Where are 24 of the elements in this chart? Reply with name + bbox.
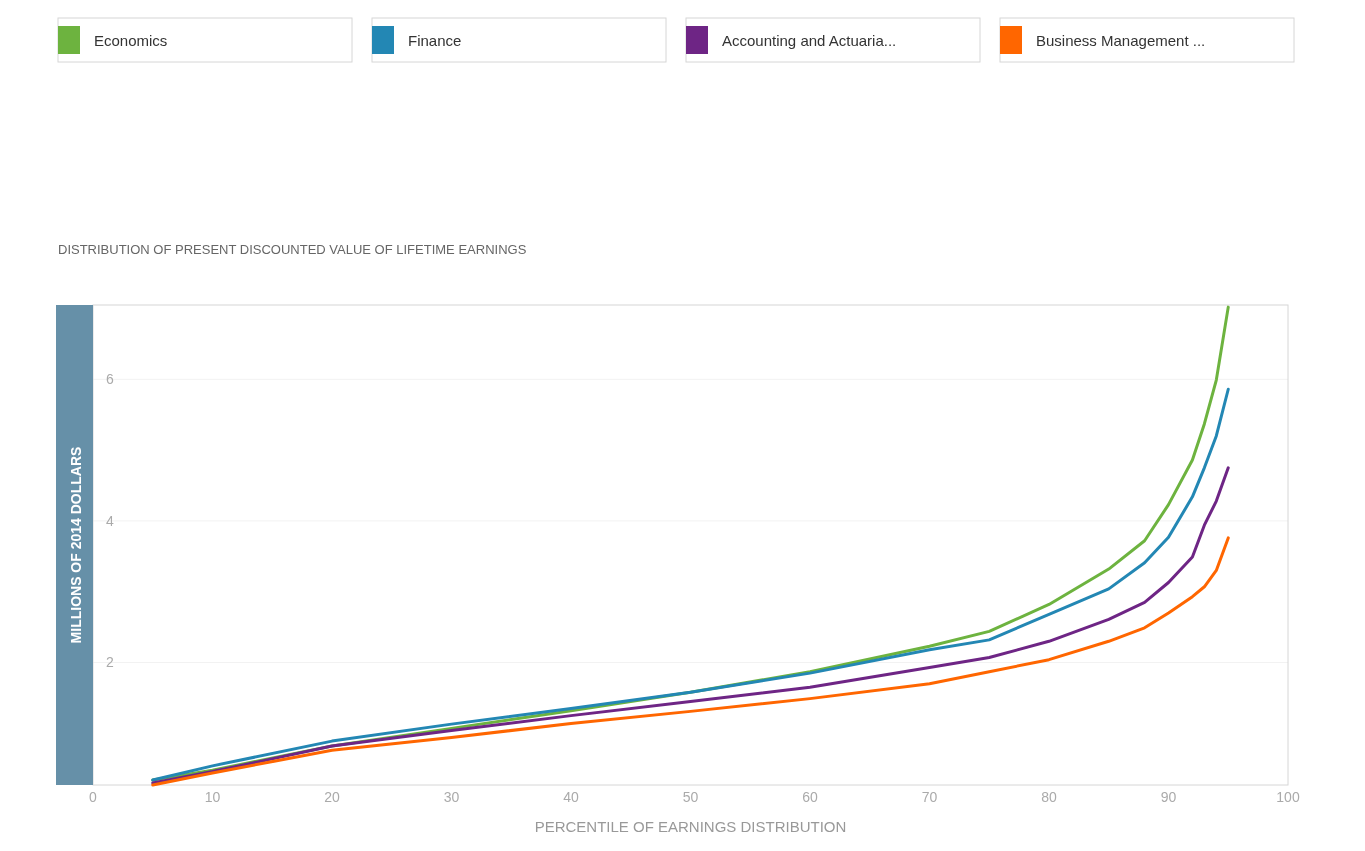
x-tick-label: 60 [802, 789, 818, 805]
y-tick-label: 4 [106, 512, 114, 529]
x-tick-label: 0 [89, 789, 98, 805]
y-tick-label: 6 [106, 371, 114, 388]
y-axis-title: MILLIONS OF 2014 DOLLARS [67, 446, 84, 644]
x-tick-label: 30 [443, 789, 460, 805]
line-series [151, 387, 1230, 782]
x-tick-label: 20 [324, 789, 340, 805]
line-series [151, 536, 1230, 787]
legend-label: Economics [94, 32, 168, 49]
line-series [151, 466, 1230, 785]
y-tick-label: 2 [106, 654, 114, 671]
legend-label: Finance [408, 32, 462, 49]
x-axis-title: PERCENTILE OF EARNINGS DISTRIBUTION [534, 818, 847, 835]
x-tick-label: 40 [563, 789, 579, 805]
chart-title: DISTRIBUTION OF PRESENT DISCOUNTED VALUE OF LIFETIME EARNINGS [58, 242, 527, 257]
x-tick-label: 100 [1276, 789, 1300, 805]
legend-label: Accounting and Actuaria... [722, 32, 897, 49]
x-tick-label: 10 [204, 789, 221, 805]
x-tick-label: 50 [682, 789, 699, 805]
x-tick-label: 80 [1041, 789, 1057, 805]
x-tick-label: 90 [1160, 789, 1177, 805]
legend-label: Business Management ... [1036, 32, 1206, 49]
x-tick-label: 70 [921, 789, 938, 805]
